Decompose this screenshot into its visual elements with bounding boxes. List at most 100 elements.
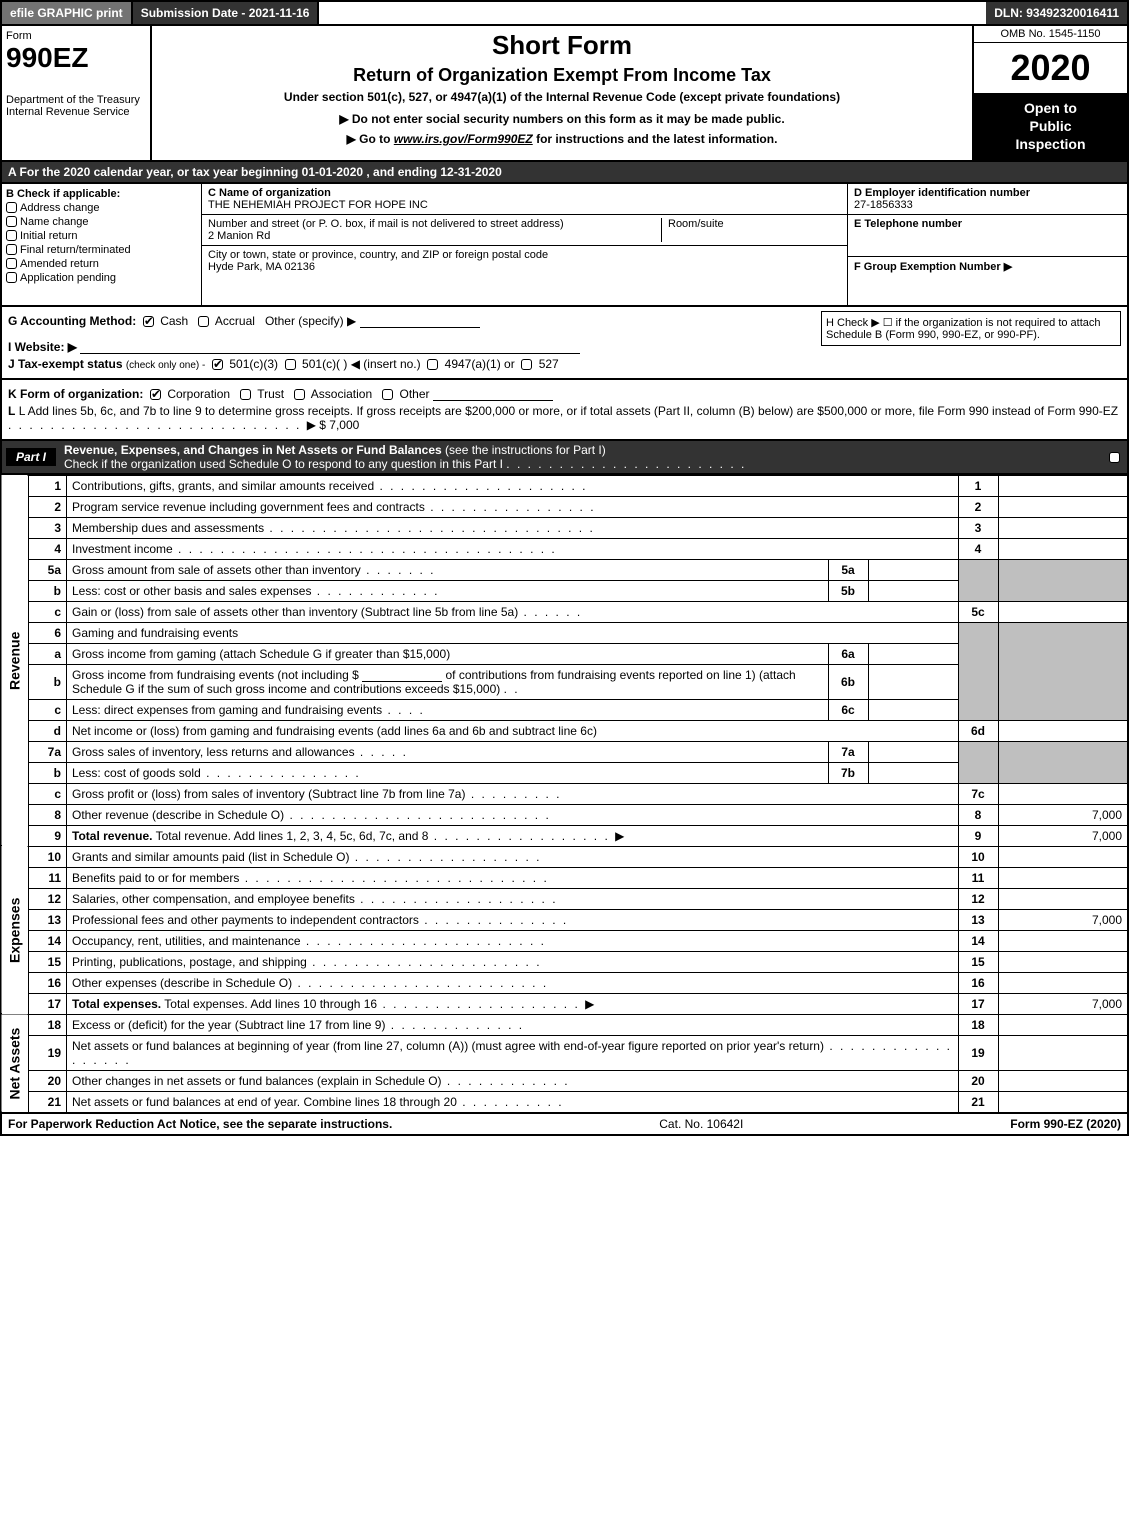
line-ref: 8 <box>958 804 998 825</box>
line-desc: Less: cost of goods sold <box>72 766 201 780</box>
room-label: Room/suite <box>668 218 724 230</box>
total-expenses-label: Total expenses. <box>72 997 161 1011</box>
top-bar: efile GRAPHIC print Submission Date - 20… <box>0 0 1129 26</box>
checkbox-association[interactable] <box>294 389 305 400</box>
line-desc: Membership dues and assessments <box>72 521 264 535</box>
part-1-title: Revenue, Expenses, and Changes in Net As… <box>64 443 442 457</box>
checkbox-address-change[interactable] <box>6 202 17 213</box>
checkbox-corporation[interactable] <box>150 389 161 400</box>
line-ref: 16 <box>958 972 998 993</box>
checkbox-other-org[interactable] <box>382 389 393 400</box>
irs-link[interactable]: www.irs.gov/Form990EZ <box>394 132 533 146</box>
page-footer: For Paperwork Reduction Act Notice, see … <box>0 1114 1129 1136</box>
checkbox-cash[interactable] <box>143 316 154 327</box>
line-num: 1 <box>29 475 67 496</box>
subline-ref: 5b <box>828 580 868 601</box>
street-label: Number and street (or P. O. box, if mail… <box>208 218 564 230</box>
line-ref: 4 <box>958 538 998 559</box>
line-num: b <box>29 664 67 699</box>
checkbox-527[interactable] <box>521 359 532 370</box>
line-ref: 13 <box>958 909 998 930</box>
line-num: 7a <box>29 741 67 762</box>
label-4947: 4947(a)(1) or <box>445 357 515 371</box>
footer-left: For Paperwork Reduction Act Notice, see … <box>8 1117 392 1131</box>
line-num: 18 <box>29 1014 67 1035</box>
open-to-public-inspection: Open to Public Inspection <box>974 93 1127 160</box>
label-initial-return: Initial return <box>20 230 77 242</box>
subline-value <box>868 559 958 580</box>
line-value <box>998 538 1128 559</box>
footer-cat-number: Cat. No. 10642I <box>392 1117 1010 1131</box>
checkbox-trust[interactable] <box>240 389 251 400</box>
line-num: c <box>29 699 67 720</box>
line-desc: Occupancy, rent, utilities, and maintena… <box>72 934 301 948</box>
line-ref: 11 <box>958 867 998 888</box>
line-num: 17 <box>29 993 67 1014</box>
efile-print-button[interactable]: efile GRAPHIC print <box>2 2 133 24</box>
line-num: c <box>29 783 67 804</box>
subline-ref: 6b <box>828 664 868 699</box>
part-1-subtitle: (see the instructions for Part I) <box>445 443 606 457</box>
line-desc: Benefits paid to or for members <box>72 871 239 885</box>
line-value <box>998 867 1128 888</box>
line-num: 14 <box>29 930 67 951</box>
other-method-field[interactable] <box>360 314 480 328</box>
street-value: 2 Manion Rd <box>208 230 270 242</box>
form-code: 990EZ <box>6 42 146 74</box>
checkbox-initial-return[interactable] <box>6 230 17 241</box>
line-desc: Professional fees and other payments to … <box>72 913 419 927</box>
fundraising-amount-field[interactable] <box>362 668 442 682</box>
tax-period-row: A For the 2020 calendar year, or tax yea… <box>0 162 1129 184</box>
checkbox-final-return[interactable] <box>6 244 17 255</box>
line-value <box>998 475 1128 496</box>
line-value <box>998 496 1128 517</box>
part-1-check-line: Check if the organization used Schedule … <box>64 457 503 471</box>
checkbox-application-pending[interactable] <box>6 272 17 283</box>
subline-value <box>868 762 958 783</box>
label-application-pending: Application pending <box>20 272 116 284</box>
dept-irs: Internal Revenue Service <box>6 106 146 118</box>
checkbox-501c[interactable] <box>285 359 296 370</box>
subline-ref: 6c <box>828 699 868 720</box>
form-label: Form <box>6 30 146 42</box>
website-field[interactable] <box>80 340 580 354</box>
line-ref: 17 <box>958 993 998 1014</box>
org-info-block: B Check if applicable: Address change Na… <box>0 184 1129 307</box>
submission-date: Submission Date - 2021-11-16 <box>133 2 320 24</box>
checkbox-name-change[interactable] <box>6 216 17 227</box>
line-ref: 15 <box>958 951 998 972</box>
checkbox-amended-return[interactable] <box>6 258 17 269</box>
label-501c3: 501(c)(3) <box>229 357 278 371</box>
line-ref: 19 <box>958 1035 998 1070</box>
line-desc: Net assets or fund balances at end of ye… <box>72 1095 457 1109</box>
line-desc: Gross amount from sale of assets other t… <box>72 563 361 577</box>
line-num: 6 <box>29 622 67 643</box>
line-desc: Gross income from gaming (attach Schedul… <box>72 647 450 661</box>
label-trust: Trust <box>257 387 284 401</box>
checkbox-501c3[interactable] <box>212 359 223 370</box>
line-value <box>998 846 1128 867</box>
label-name-change: Name change <box>20 216 89 228</box>
line-ref: 5c <box>958 601 998 622</box>
checkbox-schedule-o[interactable] <box>1109 452 1120 463</box>
instructions-link-line: ▶ Go to www.irs.gov/Form990EZ for instru… <box>156 132 968 146</box>
section-b-header: B Check if applicable: <box>6 188 197 200</box>
subline-value <box>868 699 958 720</box>
line-num: b <box>29 580 67 601</box>
checkbox-4947[interactable] <box>427 359 438 370</box>
label-other-org: Other <box>400 387 430 401</box>
ein-label: D Employer identification number <box>854 187 1030 199</box>
checkbox-accrual[interactable] <box>198 316 209 327</box>
other-org-field[interactable] <box>433 387 553 401</box>
line-num: b <box>29 762 67 783</box>
section-g-label: G Accounting Method: <box>8 314 136 328</box>
footer-right: Form 990-EZ (2020) <box>1010 1117 1121 1131</box>
city-label: City or town, state or province, country… <box>208 249 548 261</box>
line-value: 7,000 <box>998 993 1128 1014</box>
form-header: Form 990EZ Department of the Treasury In… <box>0 26 1129 162</box>
line-ref: 7c <box>958 783 998 804</box>
city-value: Hyde Park, MA 02136 <box>208 261 315 273</box>
part-1-table: Revenue 1 Contributions, gifts, grants, … <box>0 475 1129 1114</box>
section-l-text: L Add lines 5b, 6c, and 7b to line 9 to … <box>19 404 1118 418</box>
ssn-warning: ▶ Do not enter social security numbers o… <box>156 112 968 126</box>
